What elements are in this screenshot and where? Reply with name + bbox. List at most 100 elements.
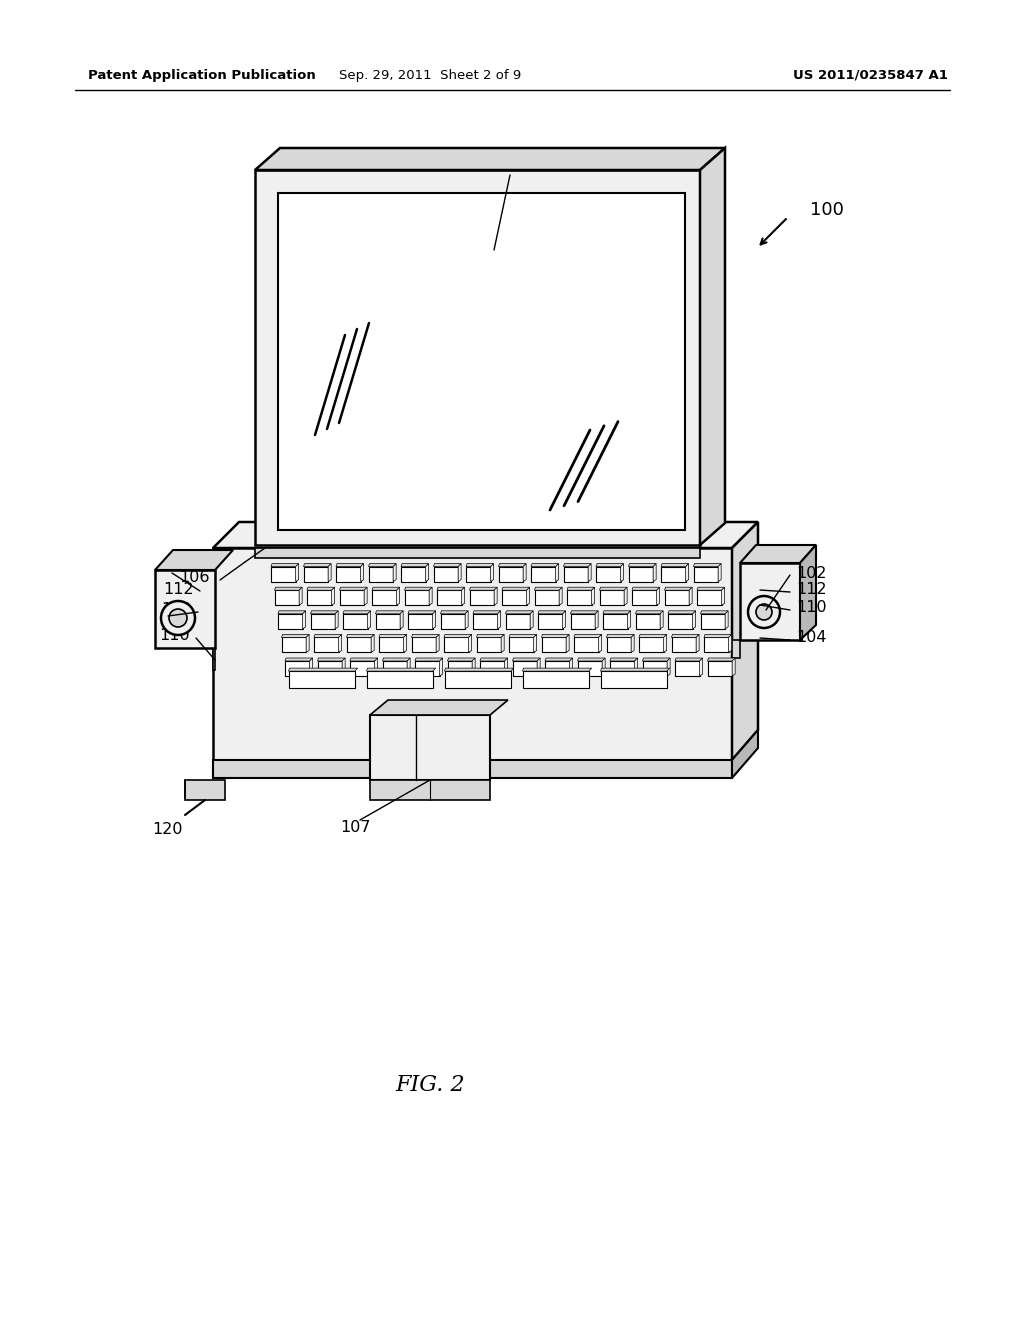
Polygon shape <box>213 760 732 777</box>
Text: 120: 120 <box>153 822 183 837</box>
Polygon shape <box>369 566 393 582</box>
Text: 107: 107 <box>340 821 371 836</box>
Polygon shape <box>255 170 700 545</box>
Polygon shape <box>336 564 364 566</box>
Polygon shape <box>350 661 375 676</box>
Polygon shape <box>599 635 602 652</box>
Polygon shape <box>535 590 559 605</box>
Polygon shape <box>314 638 339 652</box>
Polygon shape <box>296 564 299 582</box>
Polygon shape <box>534 635 537 652</box>
Text: 102: 102 <box>796 565 826 581</box>
Polygon shape <box>569 657 572 676</box>
Polygon shape <box>289 671 354 688</box>
Polygon shape <box>469 590 495 605</box>
Polygon shape <box>433 564 461 566</box>
Polygon shape <box>665 590 689 605</box>
Text: FIG. 2: FIG. 2 <box>395 1074 465 1096</box>
Text: 102: 102 <box>162 602 193 618</box>
Polygon shape <box>574 635 602 638</box>
Polygon shape <box>476 635 504 638</box>
Polygon shape <box>705 635 732 638</box>
Polygon shape <box>368 611 371 628</box>
Polygon shape <box>274 587 302 590</box>
Polygon shape <box>700 611 728 614</box>
Text: 110: 110 <box>160 628 190 644</box>
Polygon shape <box>675 657 702 661</box>
Polygon shape <box>317 661 342 676</box>
Polygon shape <box>369 564 396 566</box>
Polygon shape <box>367 668 436 671</box>
Polygon shape <box>696 635 699 652</box>
Circle shape <box>161 601 195 635</box>
Polygon shape <box>636 611 664 614</box>
Polygon shape <box>610 661 635 676</box>
Polygon shape <box>740 545 816 564</box>
Polygon shape <box>523 564 526 582</box>
Polygon shape <box>606 635 634 638</box>
Polygon shape <box>595 611 598 628</box>
Polygon shape <box>444 671 511 688</box>
Polygon shape <box>307 590 332 605</box>
Polygon shape <box>335 611 338 628</box>
Polygon shape <box>722 587 725 605</box>
Polygon shape <box>490 564 494 582</box>
Text: 108: 108 <box>478 232 509 248</box>
Polygon shape <box>700 614 725 628</box>
Polygon shape <box>306 635 309 652</box>
Polygon shape <box>213 548 732 760</box>
Polygon shape <box>535 587 562 590</box>
Polygon shape <box>439 657 442 676</box>
Polygon shape <box>596 564 624 566</box>
Polygon shape <box>732 521 758 760</box>
Polygon shape <box>469 635 472 652</box>
Polygon shape <box>346 638 371 652</box>
Polygon shape <box>404 590 429 605</box>
Polygon shape <box>383 661 408 676</box>
Polygon shape <box>501 635 504 652</box>
Polygon shape <box>672 635 699 638</box>
Polygon shape <box>545 661 569 676</box>
Polygon shape <box>371 635 374 652</box>
Polygon shape <box>466 566 490 582</box>
Polygon shape <box>672 638 696 652</box>
Polygon shape <box>498 611 501 628</box>
Polygon shape <box>444 635 472 638</box>
Polygon shape <box>404 587 432 590</box>
Polygon shape <box>465 611 468 628</box>
Polygon shape <box>412 638 436 652</box>
Polygon shape <box>588 564 591 582</box>
Polygon shape <box>538 611 565 614</box>
Polygon shape <box>303 611 305 628</box>
Polygon shape <box>370 715 490 780</box>
Text: 110: 110 <box>796 601 826 615</box>
Polygon shape <box>310 611 338 614</box>
Polygon shape <box>556 564 559 582</box>
Polygon shape <box>636 614 660 628</box>
Polygon shape <box>379 635 407 638</box>
Polygon shape <box>592 587 595 605</box>
Polygon shape <box>476 638 501 652</box>
Polygon shape <box>480 657 508 661</box>
Polygon shape <box>699 657 702 676</box>
Circle shape <box>169 609 187 627</box>
Polygon shape <box>372 587 399 590</box>
Polygon shape <box>278 614 303 628</box>
Polygon shape <box>570 611 598 614</box>
Text: 104: 104 <box>796 631 826 645</box>
Polygon shape <box>278 611 305 614</box>
Polygon shape <box>570 614 595 628</box>
Polygon shape <box>473 611 501 614</box>
Polygon shape <box>307 587 335 590</box>
Polygon shape <box>642 661 668 676</box>
Polygon shape <box>365 587 368 605</box>
Polygon shape <box>289 668 357 671</box>
Polygon shape <box>376 611 403 614</box>
Polygon shape <box>310 614 335 628</box>
Polygon shape <box>599 590 625 605</box>
Polygon shape <box>447 661 472 676</box>
Polygon shape <box>693 564 721 566</box>
Polygon shape <box>732 657 735 676</box>
Polygon shape <box>255 148 725 170</box>
Polygon shape <box>545 657 572 661</box>
